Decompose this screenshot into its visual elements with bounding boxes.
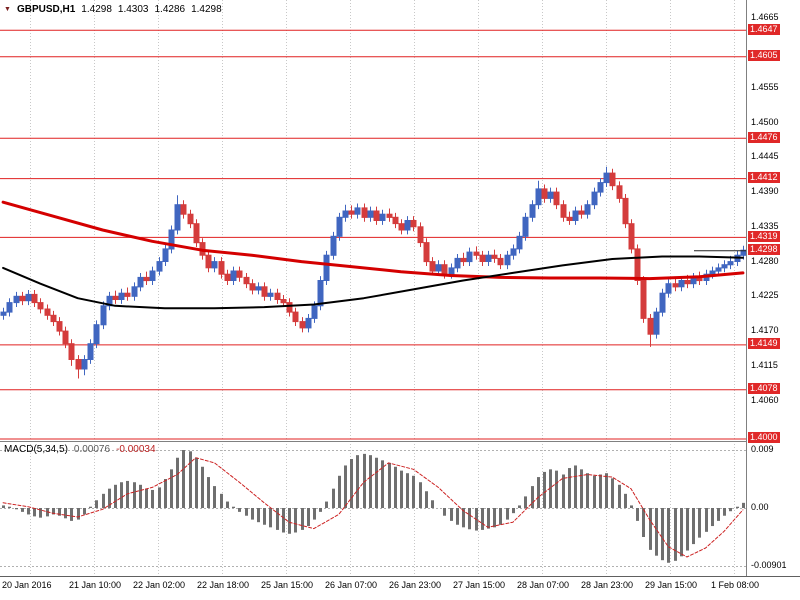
price-axis-label: 1.4060 (751, 394, 779, 405)
time-axis-label: 20 Jan 2016 (2, 580, 52, 590)
time-axis-label: 28 Jan 23:00 (580, 580, 634, 590)
price-level-label: 1.4647 (748, 23, 780, 35)
price-axis-label: 1.4390 (751, 186, 779, 197)
time-axis-label: 26 Jan 23:00 (388, 580, 442, 590)
time-axis-label: 28 Jan 07:00 (516, 580, 570, 590)
price-level-label: 1.4078 (748, 383, 780, 395)
price-axis-label: 1.4335 (751, 220, 779, 231)
price-level-label: 1.4149 (748, 338, 780, 350)
price-axis-label: 1.4280 (751, 255, 779, 266)
price-axis-label: 1.4665 (751, 12, 779, 23)
time-axis-label: 21 Jan 10:00 (68, 580, 122, 590)
macd-axis-label: 0.009 (751, 444, 774, 454)
time-axis-label: 22 Jan 02:00 (132, 580, 186, 590)
macd-axis-label: -0.00901 (751, 560, 787, 571)
price-axis-label: 1.4555 (751, 81, 779, 92)
price-level-label: 1.4298 (748, 244, 780, 256)
time-axis-label: 25 Jan 15:00 (260, 580, 314, 590)
time-axis[interactable]: 20 Jan 2016 21 Jan 10:00 22 Jan 02:00 22 Ja… (0, 576, 800, 600)
chart-canvas[interactable] (0, 0, 746, 576)
time-axis-label: 22 Jan 18:00 (196, 580, 250, 590)
price-level-label: 1.4476 (748, 131, 780, 143)
time-axis-label: 29 Jan 15:00 (644, 580, 698, 590)
price-level-label: 1.4000 (748, 432, 780, 444)
price-axis-label: 1.4115 (751, 359, 778, 370)
price-axis-label: 1.4500 (751, 116, 779, 127)
price-level-label: 1.4412 (748, 172, 780, 184)
time-axis-label: 27 Jan 15:00 (452, 580, 506, 590)
time-axis-label: 1 Feb 08:00 (710, 580, 760, 590)
price-axis-label: 1.4445 (751, 151, 779, 162)
price-level-label: 1.4319 (748, 230, 780, 242)
price-axis-label: 1.4170 (751, 325, 779, 336)
price-level-label: 1.4605 (748, 50, 780, 62)
time-axis-label: 26 Jan 07:00 (324, 580, 378, 590)
price-axis-label: 1.4225 (751, 290, 779, 301)
macd-axis-label: 0.00 (751, 502, 769, 512)
price-axis[interactable]: 1.4665 1.4555 1.4500 1.4445 1.4390 1.4335 1.42… (746, 0, 800, 576)
